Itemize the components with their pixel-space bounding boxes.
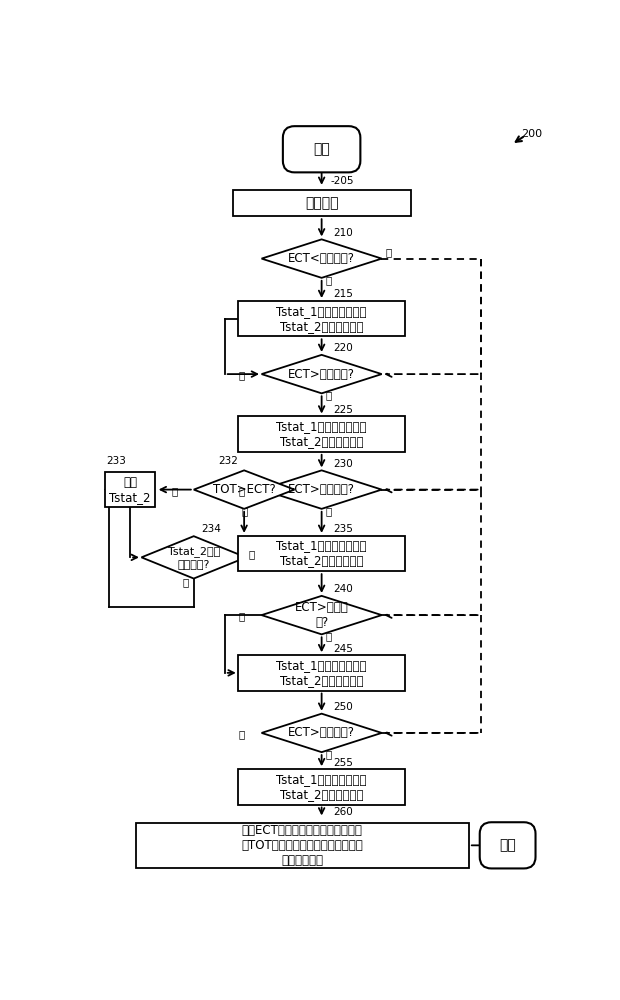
Text: Tstat_2处于
第六位置?: Tstat_2处于 第六位置? [167, 546, 220, 569]
Text: 是: 是 [326, 275, 332, 285]
Text: 否: 否 [241, 506, 247, 516]
Text: 225: 225 [334, 405, 353, 415]
Text: 否: 否 [183, 577, 189, 587]
Text: 260: 260 [334, 807, 353, 817]
Text: 开始: 开始 [313, 142, 330, 156]
Text: Tstat_1处于第二位置；
Tstat_2处于第六位置: Tstat_1处于第二位置； Tstat_2处于第六位置 [277, 659, 367, 687]
Text: 235: 235 [334, 524, 353, 534]
Bar [238, 301, 405, 336]
Polygon shape [262, 470, 382, 509]
Text: 232: 232 [218, 456, 238, 466]
Text: 是: 是 [249, 549, 255, 559]
Text: 否: 否 [239, 371, 245, 381]
Text: 230: 230 [334, 459, 353, 469]
Text: -205: -205 [331, 176, 355, 186]
Text: Tstat_1处于第一位置；
Tstat_2处于第六位置: Tstat_1处于第一位置； Tstat_2处于第六位置 [277, 540, 367, 568]
Text: Tstat_1处于第一位置；
Tstat_2处于第五位置: Tstat_1处于第一位置； Tstat_2处于第五位置 [277, 420, 367, 448]
Text: ECT>第四阈值?: ECT>第四阈值? [288, 726, 355, 739]
Polygon shape [262, 239, 382, 278]
Polygon shape [262, 355, 382, 393]
Bar [238, 536, 405, 571]
Text: 215: 215 [334, 289, 353, 299]
Polygon shape [141, 536, 246, 579]
Text: 240: 240 [334, 584, 353, 594]
Polygon shape [262, 714, 382, 752]
Bar [238, 416, 405, 452]
Text: 233: 233 [107, 456, 126, 466]
Text: 234: 234 [202, 524, 221, 534]
Text: 结束: 结束 [499, 838, 516, 852]
Text: ECT>第一阈值?: ECT>第一阈值? [288, 368, 355, 381]
Bar [136, 823, 469, 868]
Text: 245: 245 [334, 644, 353, 654]
Polygon shape [193, 470, 294, 509]
Text: 210: 210 [334, 228, 353, 238]
FancyBboxPatch shape [480, 822, 536, 868]
Text: 否: 否 [385, 247, 391, 257]
Text: 否: 否 [239, 486, 245, 496]
Bar [232, 190, 410, 216]
FancyBboxPatch shape [283, 126, 360, 172]
Bar [238, 769, 405, 805]
Text: 加热
Tstat_2: 加热 Tstat_2 [110, 476, 151, 504]
Text: 200: 200 [521, 129, 542, 139]
Text: 是: 是 [326, 632, 332, 642]
Text: Tstat_1处于第一位置；
Tstat_2处于第四位置: Tstat_1处于第一位置； Tstat_2处于第四位置 [277, 305, 367, 333]
Text: 是: 是 [326, 506, 332, 516]
Text: 否: 否 [239, 729, 245, 739]
Bar [238, 655, 405, 691]
Text: 是: 是 [172, 486, 179, 496]
Text: TOT>ECT?: TOT>ECT? [213, 483, 275, 496]
Polygon shape [262, 596, 382, 634]
Text: 否: 否 [239, 612, 245, 622]
Text: 255: 255 [334, 758, 353, 768]
Text: ECT>第二阈值?: ECT>第二阈值? [288, 483, 355, 496]
Text: 220: 220 [334, 343, 353, 353]
Text: 根据ECT、发动机转速、发动机负荷
、TOT等，继续控制冷却剂流达驱动
周期持续时间: 根据ECT、发动机转速、发动机负荷 、TOT等，继续控制冷却剂流达驱动 周期持续… [241, 824, 363, 867]
Text: 评估工况: 评估工况 [305, 196, 339, 210]
Text: 250: 250 [334, 702, 353, 712]
Text: ECT<第一阈值?: ECT<第一阈值? [288, 252, 355, 265]
Bar [105, 472, 156, 507]
Text: Tstat_1处于第三位置；
Tstat_2处于第六位置: Tstat_1处于第三位置； Tstat_2处于第六位置 [277, 773, 367, 801]
Text: ECT>第三阈
值?: ECT>第三阈 值? [294, 601, 348, 629]
Text: 是: 是 [326, 749, 332, 759]
Text: 是: 是 [326, 391, 332, 401]
